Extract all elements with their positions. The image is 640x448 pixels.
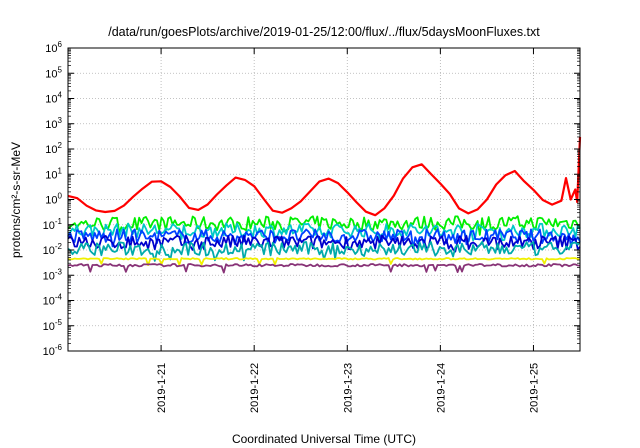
x-axis: 2019-1-21 2019-1-22 2019-1-23 2019-1-24 2019… xyxy=(156,48,540,413)
y-tick-label: 101 xyxy=(45,166,62,181)
y-tick-label: 10-3 xyxy=(43,267,63,282)
x-tick-label: 2019-1-23 xyxy=(342,363,354,413)
y-tick-label: 10-5 xyxy=(43,318,63,333)
y-tick-label: 10-4 xyxy=(43,293,63,308)
y-tick-label: 103 xyxy=(45,116,62,131)
y-tick-label: 10-6 xyxy=(43,343,63,358)
series-layer xyxy=(67,136,582,274)
x-tick-label: 2019-1-25 xyxy=(528,363,540,413)
series-line xyxy=(67,136,582,217)
x-tick-label: 2019-1-21 xyxy=(156,363,168,413)
y-axis-label: protons/cm²-s-sr-MeV xyxy=(9,142,23,258)
y-tick-label: 106 xyxy=(45,40,62,55)
series-line xyxy=(67,228,581,249)
grid xyxy=(68,48,580,351)
y-tick-label: 10-1 xyxy=(43,217,63,232)
x-tick-label: 2019-1-24 xyxy=(435,363,447,413)
y-tick-label: 104 xyxy=(45,91,62,106)
y-tick-label: 100 xyxy=(45,192,62,207)
series-line xyxy=(67,257,580,266)
series-line xyxy=(67,215,581,236)
y-tick-label: 10-2 xyxy=(43,242,63,257)
series-line xyxy=(67,234,581,253)
x-tick-label: 2019-1-22 xyxy=(249,363,261,413)
y-tick-label: 102 xyxy=(45,141,62,156)
chart-title: /data/run/goesPlots/archive/2019-01-25/1… xyxy=(108,25,540,39)
y-tick-label: 105 xyxy=(45,65,62,80)
series-line xyxy=(67,263,581,274)
series-line xyxy=(67,222,581,243)
x-axis-label: Coordinated Universal Time (UTC) xyxy=(232,432,416,446)
y-axis: 10-6 10-5 10-4 10-3 10-2 10-1 100 101 102 103 104 1… xyxy=(43,40,580,358)
